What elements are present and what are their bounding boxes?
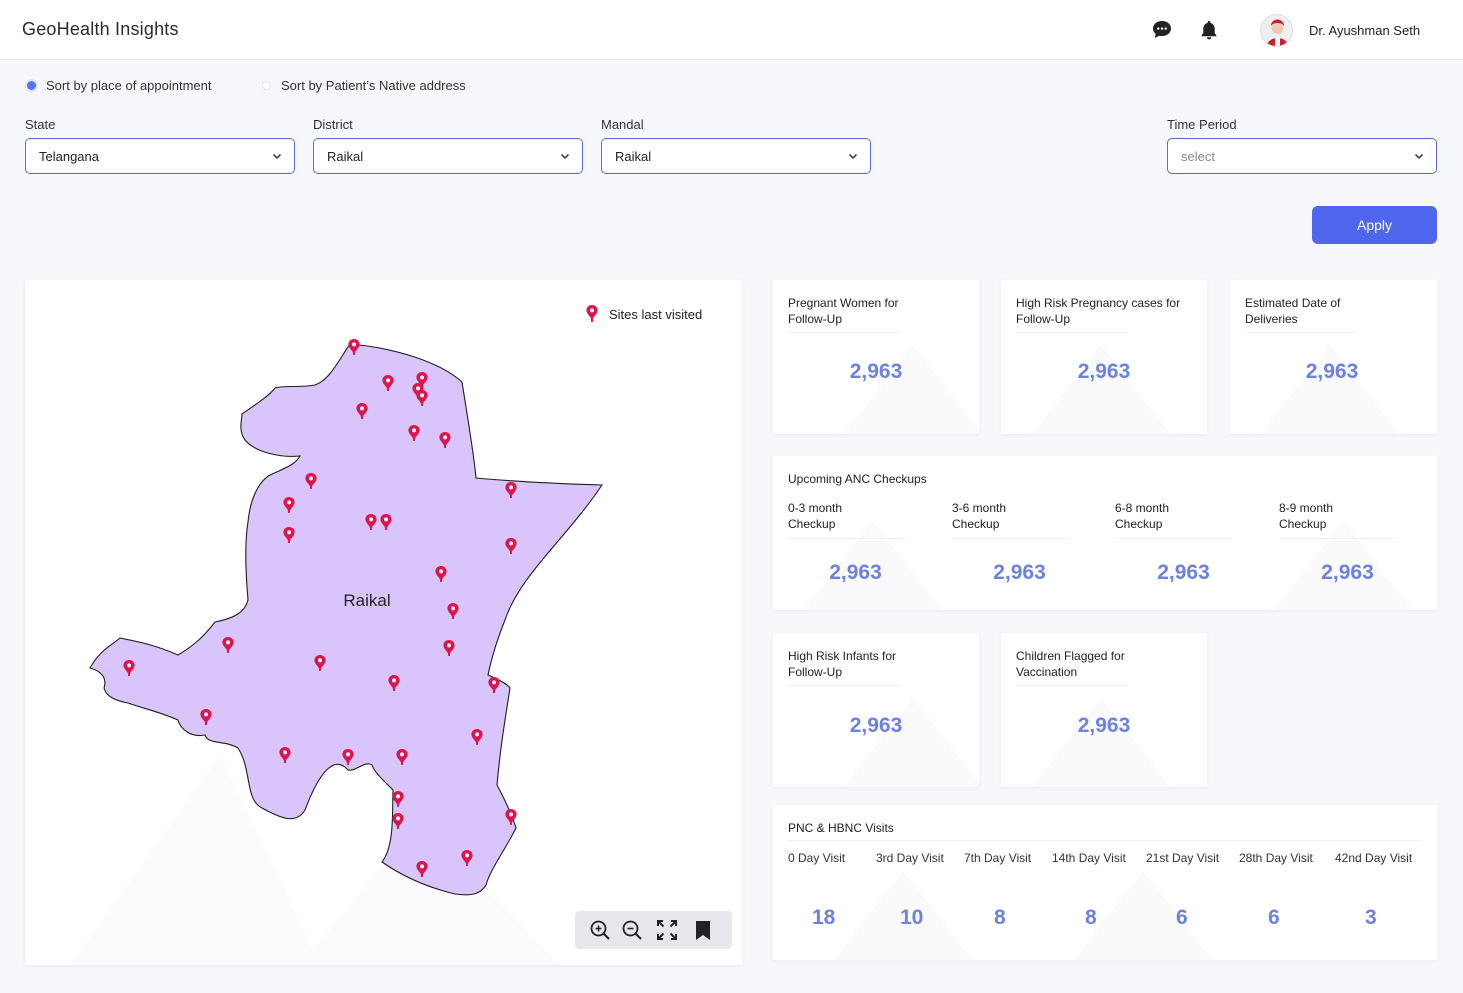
anc-title: Upcoming ANC Checkups — [788, 472, 927, 486]
fullscreen-icon[interactable] — [656, 919, 678, 941]
visit-value-14th-day[interactable]: 8 — [1085, 906, 1097, 929]
card-value: 2,963 — [849, 714, 903, 737]
time-period-placeholder: select — [1181, 148, 1215, 164]
anc-item-0-3-label: 0-3 month Checkup — [788, 501, 843, 531]
district-select[interactable]: Raikal — [313, 138, 583, 174]
high-risk-infants-card[interactable]: High Risk Infants for Follow-Up 2,963 — [773, 633, 979, 787]
sort-radio-appointment[interactable]: Sort by place of appointment — [27, 76, 212, 94]
map-legend: Sites last visited — [583, 303, 702, 325]
map-legend-label: Sites last visited — [609, 306, 703, 322]
state-label: State — [25, 117, 56, 132]
user-name[interactable]: Dr. Ayushman Seth — [1309, 23, 1421, 38]
map-pin-icon — [586, 305, 598, 322]
zoom-in-icon[interactable] — [589, 919, 611, 941]
mandal-select-value: Raikal — [615, 148, 652, 164]
card-value: 2,963 — [1077, 360, 1131, 383]
state-select[interactable]: Telangana — [25, 138, 295, 174]
visit-label-7th-day: 7th Day Visit — [964, 851, 1032, 865]
children-vaccination-card[interactable]: Children Flagged for Vaccination 2,963 — [1001, 633, 1207, 787]
high-risk-pregnancy-card[interactable]: High Risk Pregnancy cases for Follow-Up … — [1001, 280, 1207, 434]
map-controls — [575, 911, 732, 949]
district-select-value: Raikal — [327, 148, 364, 164]
apply-button[interactable]: Apply — [1312, 206, 1437, 244]
district-label: District — [313, 117, 353, 132]
visit-label-14th-day: 14th Day Visit — [1052, 851, 1126, 865]
card-title: Estimated Date of Deliveries — [1245, 296, 1341, 326]
card-title: High Risk Pregnancy cases for Follow-Up — [1016, 296, 1181, 326]
chat-icon[interactable] — [1150, 18, 1174, 42]
zoom-out-icon[interactable] — [621, 919, 643, 941]
visit-value-28th-day[interactable]: 6 — [1268, 906, 1280, 929]
chevron-down-icon — [848, 153, 858, 160]
visit-label-28th-day: 28th Day Visit — [1239, 851, 1313, 865]
state-select-value: Telangana — [39, 148, 99, 164]
bookmark-icon[interactable] — [692, 919, 714, 941]
sort-radio-appointment-label: Sort by place of appointment — [46, 77, 212, 93]
chevron-down-icon — [272, 153, 282, 160]
anc-item-3-6-value[interactable]: 2,963 — [993, 561, 1046, 584]
bell-icon[interactable] — [1197, 18, 1221, 42]
top-bar: GeoHealth Insights Dr. Ayushman Seth — [0, 0, 1463, 60]
time-period-select[interactable]: select — [1167, 138, 1437, 174]
raikal-region[interactable] — [89, 343, 604, 896]
anc-item-6-8-value[interactable]: 2,963 — [1157, 561, 1210, 584]
visit-label-42nd-day: 42nd Day Visit — [1335, 851, 1413, 865]
mandal-select[interactable]: Raikal — [601, 138, 871, 174]
card-value: 2,963 — [1077, 714, 1131, 737]
visit-value-21st-day[interactable]: 6 — [1176, 906, 1188, 929]
pnc-title: PNC & HBNC Visits — [788, 821, 894, 835]
district-map[interactable]: Raikal — [25, 280, 742, 965]
sort-radio-native-address[interactable]: Sort by Patient’s Native address — [262, 76, 466, 94]
mandal-label: Mandal — [601, 117, 644, 132]
sort-radio-native-address-label: Sort by Patient’s Native address — [281, 77, 466, 93]
visit-value-3rd-day[interactable]: 10 — [900, 906, 924, 929]
visit-label-21st-day: 21st Day Visit — [1146, 851, 1220, 865]
anc-item-8-9-value[interactable]: 2,963 — [1321, 561, 1374, 584]
avatar[interactable] — [1260, 14, 1293, 47]
pnc-hbnc-card: PNC & HBNC Visits — [773, 805, 1437, 960]
radio-unselected-indicator[interactable] — [262, 80, 271, 90]
card-value: 2,963 — [1305, 360, 1359, 383]
map-region-label: Raikal — [343, 591, 390, 610]
card-title: Children Flagged for Vaccination — [1016, 649, 1125, 679]
anc-item-6-8-label: 6-8 month Checkup — [1115, 501, 1170, 531]
time-period-label: Time Period — [1167, 117, 1237, 132]
app-title: GeoHealth Insights — [22, 19, 179, 39]
card-value: 2,963 — [849, 360, 903, 383]
card-title: Pregnant Women for Follow-Up — [788, 296, 899, 326]
card-title: High Risk Infants for Follow-Up — [788, 649, 897, 679]
upcoming-anc-card: Upcoming ANC Checkups 0-3 month Checkup 2… — [773, 456, 1437, 610]
visit-value-42nd-day[interactable]: 3 — [1365, 906, 1377, 929]
anc-item-8-9-label: 8-9 month Checkup — [1279, 501, 1334, 531]
visit-value-0-day[interactable]: 18 — [812, 906, 836, 929]
anc-item-3-6-label: 3-6 month Checkup — [952, 501, 1007, 531]
chevron-down-icon — [560, 153, 570, 160]
pregnant-women-card[interactable]: Pregnant Women for Follow-Up 2,963 — [773, 280, 979, 434]
chevron-down-icon — [1414, 153, 1424, 160]
visit-value-7th-day[interactable]: 8 — [994, 906, 1006, 929]
radio-selected-indicator[interactable] — [27, 80, 36, 90]
anc-item-0-3-value[interactable]: 2,963 — [829, 561, 882, 584]
visit-label-0-day: 0 Day Visit — [788, 851, 846, 865]
visit-label-3rd-day: 3rd Day Visit — [876, 851, 944, 865]
estimated-deliveries-card[interactable]: Estimated Date of Deliveries 2,963 — [1230, 280, 1437, 434]
